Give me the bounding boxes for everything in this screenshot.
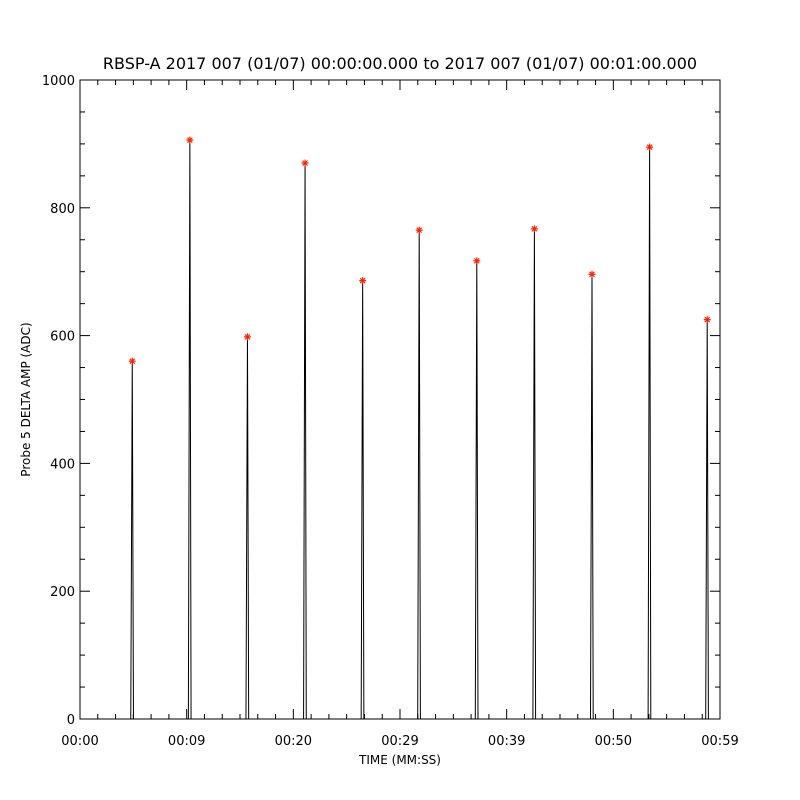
peak-marker: [128, 357, 136, 365]
peak-marker: [646, 143, 654, 151]
y-tick-label: 600: [50, 330, 75, 345]
amp-trace-line: [96, 140, 720, 720]
x-tick-label: 00:09: [168, 734, 205, 749]
peak-marker: [359, 277, 367, 285]
peak-marker: [473, 257, 481, 265]
plot-frame: [79, 79, 721, 720]
x-tick-label: 00:39: [488, 734, 525, 749]
x-tick-label: 00:29: [381, 734, 418, 749]
y-tick-label: 800: [50, 202, 75, 217]
x-tick-label: 00:59: [701, 734, 738, 749]
x-axis-title: TIME (MM:SS): [358, 753, 441, 767]
y-tick-label: 200: [50, 585, 75, 600]
x-tick-label: 00:50: [595, 734, 632, 749]
y-tick-label: 0: [67, 713, 75, 728]
peak-marker: [588, 270, 596, 278]
x-tick-label: 00:00: [61, 734, 98, 749]
y-tick-label: 1000: [42, 74, 75, 89]
peak-marker: [301, 159, 309, 167]
y-tick-label: 400: [50, 457, 75, 472]
y-axis-title: Probe 5 DELTA AMP (ADC): [19, 322, 33, 476]
chart-title: RBSP-A 2017 007 (01/07) 00:00:00.000 to …: [102, 54, 698, 73]
peak-marker: [530, 225, 538, 233]
peak-marker: [415, 226, 423, 234]
peak-marker: [186, 136, 194, 144]
peak-marker: [243, 333, 251, 341]
x-tick-label: 00:20: [275, 734, 312, 749]
peak-marker: [703, 316, 711, 324]
